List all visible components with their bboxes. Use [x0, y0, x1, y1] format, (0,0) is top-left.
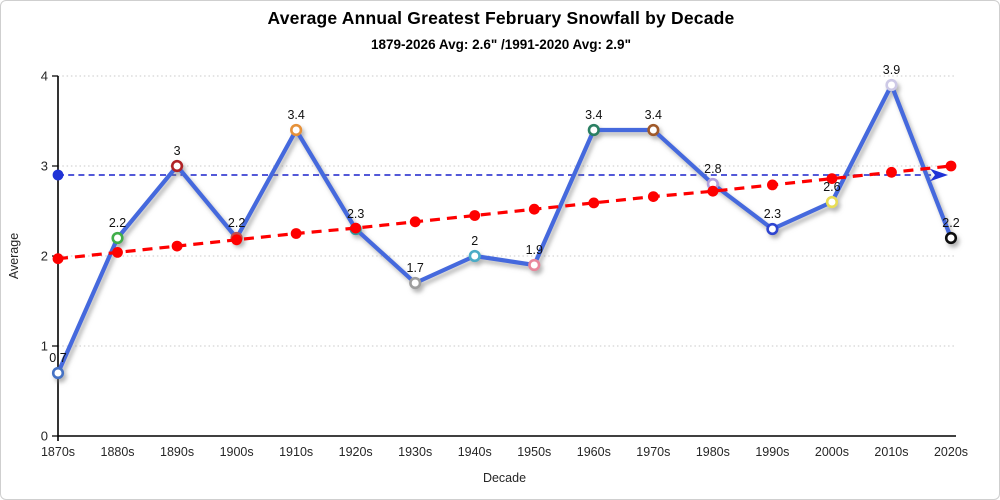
trend-point: [112, 247, 123, 258]
data-label: 3: [174, 144, 181, 158]
trend-line: [57, 164, 952, 261]
data-point-marker: [51, 366, 65, 380]
axis-title-y: Average: [7, 233, 21, 279]
arrow-right-icon: [930, 168, 948, 182]
data-label: 2.2: [942, 216, 959, 230]
data-point-marker: [647, 123, 660, 137]
trend-point: [588, 197, 600, 209]
x-tick-label: 1890s: [160, 445, 194, 459]
snowfall-series: [51, 78, 958, 380]
data-label: 3.4: [287, 108, 304, 122]
trend-point: [290, 228, 302, 239]
data-label: 1.9: [526, 243, 543, 257]
x-tick-label: 1950s: [517, 445, 551, 459]
data-label: 2.8: [704, 162, 721, 176]
data-point-marker: [111, 231, 124, 245]
snowfall-series-line: [55, 82, 954, 376]
trend-point: [945, 160, 957, 172]
data-point-marker: [409, 276, 422, 290]
x-tick-label: 1940s: [458, 445, 492, 459]
data-label: 1.7: [407, 261, 424, 275]
trend-point: [350, 222, 362, 234]
y-tick-label: 3: [41, 159, 48, 174]
chart-title: Average Annual Greatest February Snowfal…: [267, 8, 735, 28]
x-tick-label: 2020s: [934, 445, 968, 459]
data-label: 2.2: [109, 216, 126, 230]
data-label: 3.4: [585, 108, 602, 122]
y-tick-label: 2: [41, 249, 48, 264]
data-label: 2.6: [823, 180, 840, 194]
data-point-marker: [468, 249, 481, 263]
axis-title-x: Decade: [483, 471, 526, 485]
trend-point: [409, 216, 421, 228]
y-tick-label: 0: [41, 429, 48, 444]
trend-point: [231, 234, 243, 246]
trend-point: [707, 185, 719, 197]
data-point-marker: [528, 258, 541, 272]
x-tick-label: 1980s: [696, 445, 730, 459]
x-tick-label: 1920s: [339, 445, 373, 459]
data-label: 3.4: [645, 108, 662, 122]
trend-point: [528, 203, 540, 215]
y-tick-label: 4: [41, 69, 48, 84]
data-point-marker: [825, 195, 839, 209]
y-tick-label: 1: [41, 339, 48, 354]
data-point-marker: [766, 222, 779, 236]
data-point-marker: [885, 78, 898, 92]
trend-point: [767, 179, 778, 191]
data-label: 2.3: [764, 207, 781, 221]
x-tick-label: 1970s: [636, 445, 670, 459]
x-tick-label: 2010s: [874, 445, 908, 459]
data-point-marker: [944, 231, 958, 245]
trend-point: [886, 166, 897, 178]
trend-point: [171, 240, 183, 252]
data-point-marker: [290, 123, 303, 137]
average-reference-start-dot: [52, 169, 64, 181]
data-point-marker: [170, 159, 184, 173]
chart-subtitle: 1879-2026 Avg: 2.6" /1991-2020 Avg: 2.9": [371, 37, 631, 52]
x-tick-label: 1900s: [220, 445, 254, 459]
trend-point: [52, 253, 64, 265]
trend-point: [469, 210, 481, 221]
data-label: 0.7: [49, 351, 66, 365]
data-label: 2: [471, 234, 478, 248]
x-tick-label: 1870s: [41, 445, 75, 459]
x-tick-label: 1990s: [755, 445, 789, 459]
x-tick-label: 1880s: [101, 445, 135, 459]
trend-point: [826, 173, 838, 185]
data-point-marker: [587, 123, 600, 137]
data-label: 3.9: [883, 63, 900, 77]
data-label: 2.3: [347, 207, 364, 221]
x-tick-label: 1960s: [577, 445, 611, 459]
trend-point: [647, 191, 659, 203]
data-label: 2.2: [228, 216, 245, 230]
x-tick-label: 2000s: [815, 445, 849, 459]
x-tick-label: 1930s: [398, 445, 432, 459]
x-tick-label: 1910s: [279, 445, 313, 459]
